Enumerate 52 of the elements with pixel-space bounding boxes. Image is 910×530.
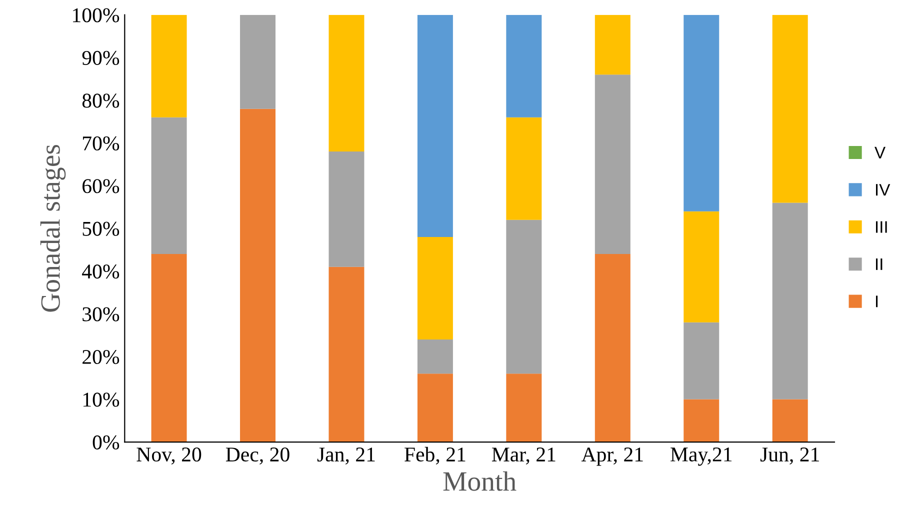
y-tick-label: 90% [82,50,120,66]
bar [506,220,542,374]
bar [684,399,720,442]
y-tick-label: 50% [82,222,120,236]
x-tick-label: Feb, 21 [404,446,466,465]
bar [328,14,364,152]
bar [151,254,187,442]
bar [506,14,542,118]
bar [594,14,630,75]
legend-label: IV [876,184,890,196]
bar [684,322,720,400]
x-tick-label: May,21 [670,447,732,466]
y-tick-label: 80% [82,94,120,108]
y-tick-label: 100% [73,8,120,22]
y-tick-label: 70% [82,136,120,150]
bar [151,14,187,118]
bar [594,254,630,442]
bar [506,374,542,442]
bar [240,108,276,442]
y-axis-title: Gonadal stages [40,144,66,312]
bar [417,339,453,374]
x-tick-label: Nov, 20 [136,447,202,465]
bar [417,374,453,442]
y-tick-label: 0% [92,435,120,450]
x-tick-label: Apr, 21 [581,448,643,466]
y-tick-label: 40% [82,264,120,279]
legend-label: III [876,221,887,233]
bar [506,117,542,220]
x-tick-label: Dec, 20 [226,447,290,465]
x-tick-label: Mar, 21 [492,448,556,465]
legend-label: II [876,258,882,270]
bar [328,266,364,442]
bar [594,74,630,254]
bar [240,14,276,109]
bar [684,14,720,212]
y-tick-label: 10% [83,392,120,407]
bar [772,202,808,400]
legend-label: V [874,146,886,158]
x-axis-title: Month [443,471,516,491]
bar [328,152,364,267]
y-tick-label: 60% [82,179,120,194]
bar [417,236,453,340]
bar [417,14,453,237]
legend-label: I [876,296,878,308]
x-tick-label: Jan, 21 [317,448,375,465]
bar [772,399,808,442]
bar [151,117,187,254]
y-tick-label: 30% [82,307,120,322]
x-tick-label: Jun, 21 [760,448,819,465]
bar [684,211,720,322]
y-tick-label: 20% [82,350,120,364]
bar [772,14,808,203]
